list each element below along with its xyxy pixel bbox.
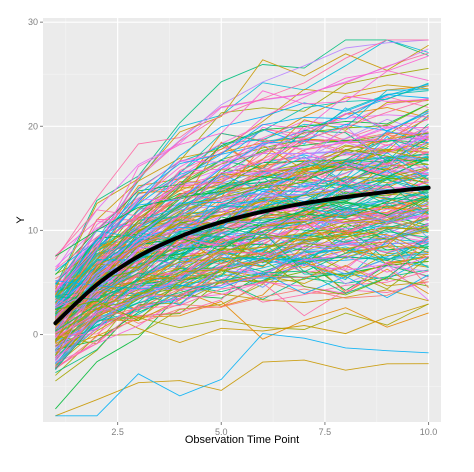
series-line (55, 103, 429, 276)
series-line (55, 245, 429, 345)
y-tick-label: 10 (28, 225, 38, 235)
series-line (54, 39, 429, 287)
series-line (55, 94, 429, 297)
y-tick-label: 30 (28, 17, 38, 27)
series-line (55, 255, 429, 348)
series-line (55, 180, 429, 311)
x-tick-label: 7.5 (319, 427, 332, 437)
series-line (55, 112, 429, 319)
series-line (55, 96, 429, 257)
series-line (55, 263, 429, 338)
series-line (55, 270, 429, 316)
series-line (55, 222, 429, 359)
series-line (55, 254, 429, 351)
series-line (55, 209, 429, 341)
series-line (55, 150, 429, 343)
series-line (55, 285, 429, 323)
series-line (54, 44, 429, 290)
series-line (55, 98, 429, 334)
series-line (55, 227, 429, 365)
series-line (55, 125, 429, 283)
y-axis-ticks: 0 10 20 30 (28, 17, 43, 340)
series-line (55, 228, 429, 300)
series-line (55, 84, 429, 322)
x-tick-label: 10.0 (420, 427, 438, 437)
y-axis-title: Y (15, 216, 27, 224)
series-line (55, 132, 429, 304)
series-line (55, 245, 429, 370)
series-line (55, 333, 429, 417)
y-tick-label: 20 (28, 121, 38, 131)
series-line (55, 214, 429, 314)
series-line (55, 217, 429, 356)
series-line (55, 157, 429, 257)
series-line (55, 227, 429, 331)
y-tick-label: 0 (33, 330, 38, 340)
series-line (55, 208, 429, 323)
series-line (55, 170, 429, 310)
series-line (55, 162, 429, 309)
series-line (55, 152, 429, 285)
series-line (55, 261, 429, 364)
x-axis-ticks: 2.5 5.0 7.5 10.0 (111, 422, 437, 437)
series-line (55, 70, 429, 306)
mean-curve-line (53, 185, 431, 326)
series-line (55, 55, 429, 292)
series-line (55, 97, 429, 288)
x-axis-title: Observation Time Point (185, 434, 299, 446)
series-line (55, 154, 429, 314)
series-line (55, 281, 429, 367)
series-line (55, 258, 429, 322)
series-line (55, 95, 429, 292)
series-line (55, 103, 429, 326)
x-tick-label: 2.5 (111, 427, 124, 437)
series-line (55, 126, 429, 270)
series-line (55, 217, 429, 335)
series-line (55, 359, 429, 417)
series-line (55, 238, 429, 354)
x-tick-label: 5.0 (215, 427, 228, 437)
series-line (55, 138, 429, 292)
series-line (55, 272, 429, 299)
series-line (55, 83, 429, 293)
series-line (55, 214, 429, 362)
series-line (55, 207, 429, 356)
